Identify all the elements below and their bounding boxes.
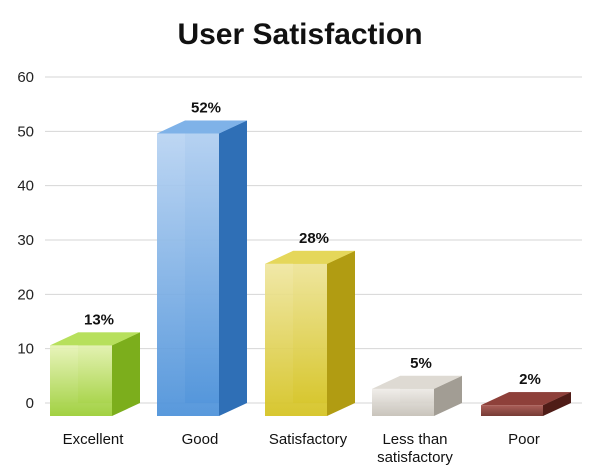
bar-front-face (50, 345, 112, 416)
y-tick-label-30: 30 (17, 232, 34, 249)
bar-front-face (157, 133, 219, 416)
x-tick-label-2: Satisfactory (269, 431, 348, 448)
x-tick-label-3-line-2: satisfactory (377, 449, 453, 466)
bar-poor (481, 392, 571, 416)
bar-top-face (50, 332, 140, 346)
bar-top-face (265, 250, 355, 264)
y-tick-label-60: 60 (17, 69, 34, 86)
bars: 13% 52% 28% 5% 2% (50, 99, 571, 416)
bar-satisfactory (265, 250, 355, 416)
y-tick-label-0: 0 (26, 395, 34, 412)
y-tick-label-50: 50 (17, 123, 34, 140)
bar-excellent (50, 332, 140, 416)
bar-side-face (112, 332, 140, 416)
data-label-1: 52% (191, 99, 221, 116)
chart-title: User Satisfaction (177, 18, 423, 51)
data-label-2: 28% (299, 230, 329, 247)
bar-side-face (327, 250, 355, 416)
bar-less-than-satisfactory (372, 375, 462, 416)
bar-side-face (434, 375, 462, 416)
x-tick-label-3: Less than (382, 431, 447, 448)
bar-top-face (481, 392, 571, 406)
x-tick-label-4: Poor (508, 431, 540, 448)
data-label-3: 5% (410, 355, 432, 372)
y-axis: 0 10 20 30 40 50 60 (17, 69, 34, 412)
bar-front-face (265, 263, 327, 416)
bar-good (157, 120, 247, 416)
bar-top-face (157, 120, 247, 134)
data-label-0: 13% (84, 311, 114, 328)
bar-side-face (219, 120, 247, 416)
bar-front-face (372, 388, 434, 416)
y-tick-label-40: 40 (17, 178, 34, 195)
y-tick-label-10: 10 (17, 341, 34, 358)
bar-side-face (543, 392, 571, 416)
x-axis: Excellent Good Satisfactory Less thansatisf… (63, 431, 540, 466)
data-label-4: 2% (519, 371, 541, 388)
x-tick-label-1: Good (182, 431, 219, 448)
y-tick-label-20: 20 (17, 286, 34, 303)
bar-top-face (372, 375, 462, 389)
bar-front-face (481, 405, 543, 416)
x-tick-label-0: Excellent (63, 431, 125, 448)
